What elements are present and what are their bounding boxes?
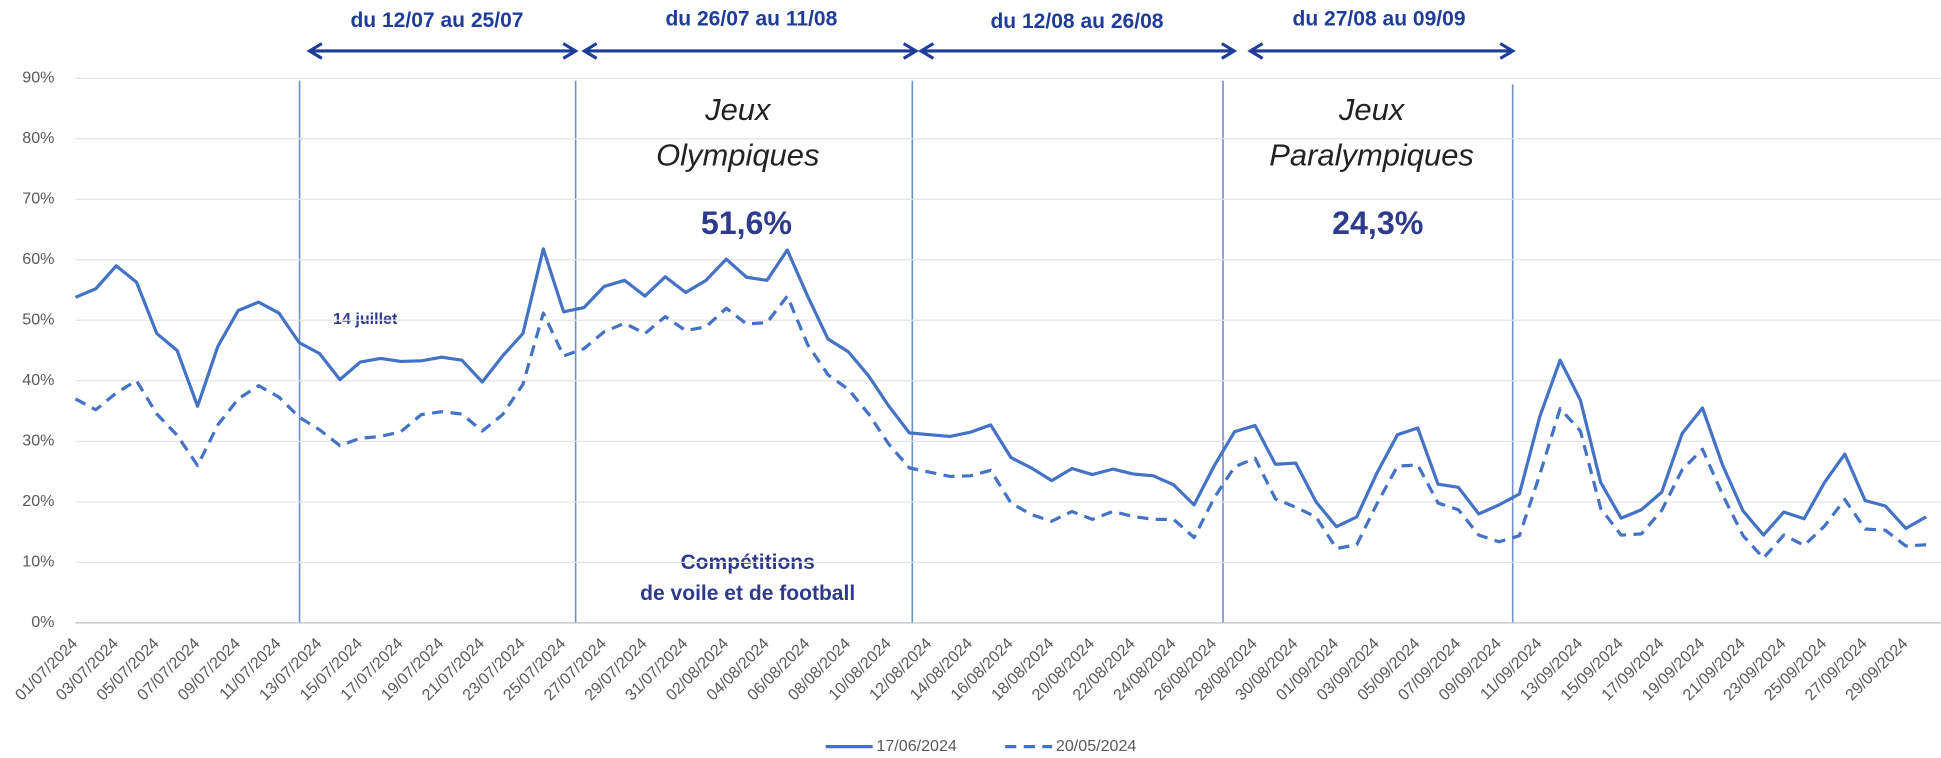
period-arrow [306,42,579,60]
y-tick-label: 70% [22,189,54,207]
annotation: Jeux [704,92,772,127]
series-line [74,247,1927,537]
annotation: de voile et de football [640,582,855,605]
period-label: du 26/07 au 11/08 [665,8,837,31]
y-tick-label: 40% [22,371,54,389]
annotation: Jeux [1338,92,1406,127]
period-arrow [581,42,920,60]
y-tick-label: 20% [22,492,54,510]
y-tick-label: 50% [22,311,54,329]
annotation: 14 juillet [333,310,398,328]
y-tick-label: 80% [22,129,54,147]
annotation: 51,6% [701,205,792,241]
y-tick-label: 10% [22,553,54,571]
annotation: Olympiques [656,138,819,173]
y-tick-label: 30% [22,432,54,450]
plot: 0%10%20%30%40%50%60%70%80%90%01/07/20240… [12,68,1941,755]
annotation: Paralympiques [1269,138,1474,173]
period-label: du 12/07 au 25/07 [350,9,523,32]
y-tick-label: 90% [22,68,54,86]
legend-label: 17/06/2024 [876,737,957,755]
y-tick-label: 60% [22,250,54,268]
annotation: 24,3% [1332,205,1423,241]
series-line [74,294,1927,560]
period-arrow [1247,42,1516,60]
period-arrow [917,42,1238,60]
legend-label: 20/05/2024 [1056,737,1137,755]
period-label: du 12/08 au 26/08 [990,10,1163,33]
period-markers [298,42,1516,623]
period-label: du 27/08 au 09/09 [1292,8,1465,31]
y-tick-label: 0% [31,613,54,631]
